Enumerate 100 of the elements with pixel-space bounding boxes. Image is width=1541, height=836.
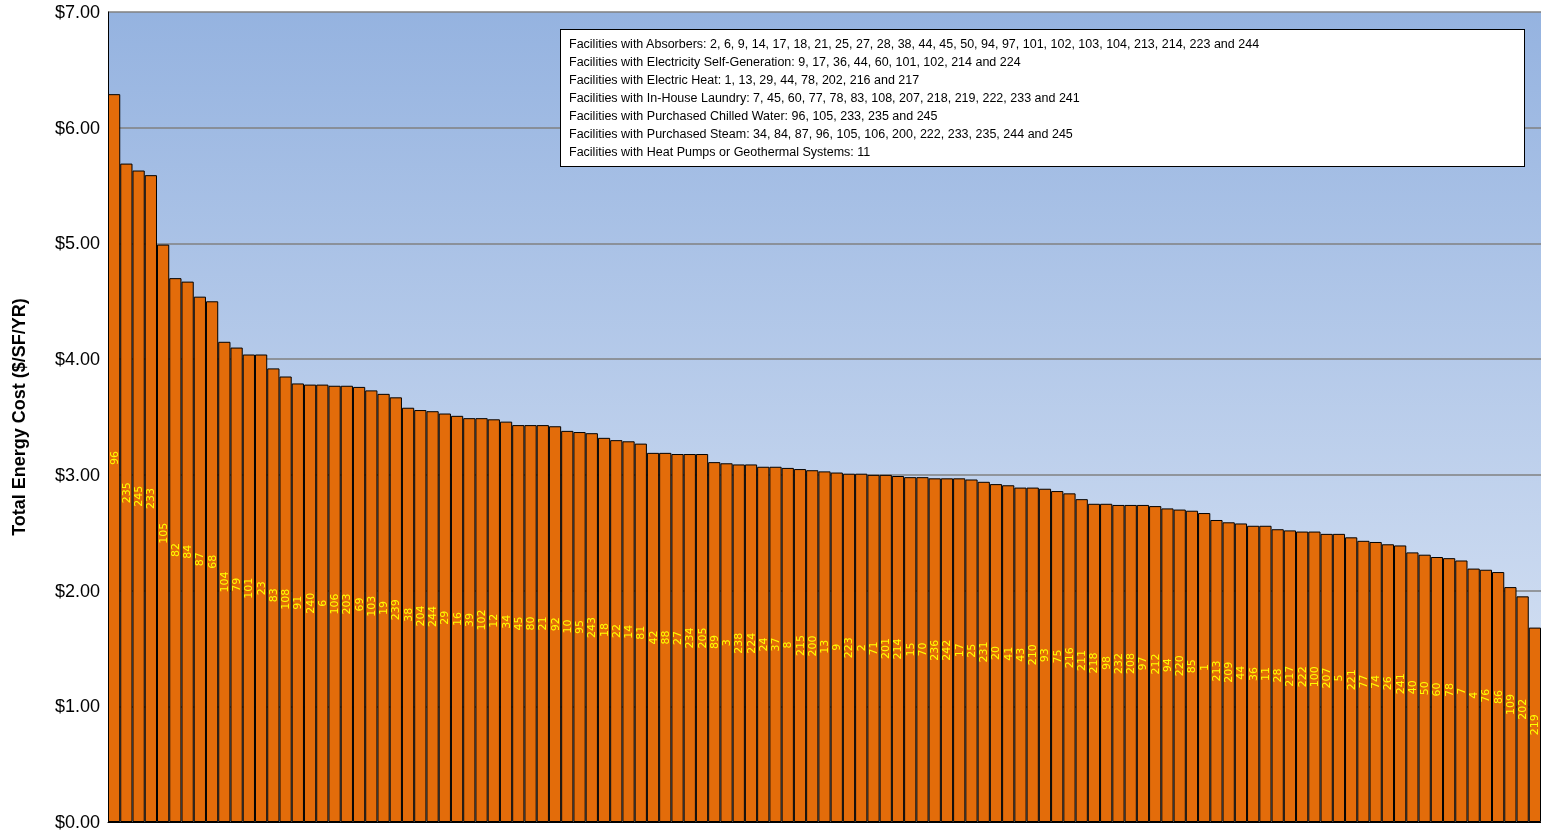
x-tick-label: 12 (487, 613, 501, 628)
x-tick-label: 235 (119, 482, 133, 504)
x-tick-label: 221 (1344, 669, 1358, 691)
x-tick-label: 5 (1332, 674, 1346, 682)
x-tick-label: 208 (1124, 652, 1138, 674)
y-tick-label: $2.00 (54, 580, 100, 601)
x-tick-label: 26 (1381, 676, 1395, 691)
annotation: Facilities with Purchased Steam: 34, 84, 87, 96, 105, 106, 200, 222, 233, 235, 244 and 245 (569, 126, 1074, 143)
y-axis-title: Total Energy Cost ($/SF/YR) (9, 298, 29, 536)
x-tick-label: 207 (1320, 667, 1334, 689)
annotation: Facilities with Electric Heat: 1, 13, 29, 44, 78, 202, 216 and 217 (569, 72, 921, 89)
x-tick-label: 95 (573, 620, 587, 635)
x-tick-label: 77 (1356, 674, 1370, 689)
x-tick-label: 3 (720, 639, 734, 647)
x-tick-label: 215 (793, 635, 807, 657)
x-tick-label: 223 (842, 637, 856, 659)
x-tick-label: 220 (1173, 655, 1187, 677)
x-tick-label: 211 (1075, 650, 1089, 672)
x-tick-label: 40 (1405, 680, 1419, 695)
x-tick-label: 6 (315, 599, 329, 607)
x-tick-label: 2 (854, 644, 868, 652)
y-tick-label: $5.00 (54, 233, 100, 254)
annotation: Facilities with In-House Laundry: 7, 45, 60, 77, 78, 83, 108, 207, 218, 219, 222, 233 and 241 (569, 90, 1081, 107)
x-tick-label: 97 (1136, 656, 1150, 671)
x-tick-label: 241 (1393, 673, 1407, 695)
y-tick-label: $1.00 (54, 696, 100, 717)
x-tick-label: 29 (438, 610, 452, 625)
x-tick-label: 17 (952, 643, 966, 658)
x-tick-label: 28 (1271, 668, 1285, 683)
x-tick-label: 21 (536, 616, 550, 631)
x-tick-label: 22 (609, 624, 623, 639)
x-tick-label: 245 (132, 485, 146, 507)
x-tick-label: 103 (364, 595, 378, 617)
x-tick-label: 44 (1234, 665, 1248, 680)
x-tick-label: 9 (830, 643, 844, 651)
x-tick-label: 232 (1111, 652, 1125, 674)
x-tick-label: 98 (1099, 655, 1113, 670)
x-tick-label: 81 (634, 625, 648, 640)
x-tick-label: 75 (1050, 649, 1064, 664)
x-tick-label: 242 (940, 639, 954, 661)
x-tick-label: 108 (279, 588, 293, 610)
x-tick-label: 80 (524, 616, 538, 631)
x-tick-label: 37 (769, 637, 783, 652)
x-tick-label: 71 (866, 641, 880, 656)
x-tick-label: 213 (1209, 660, 1223, 682)
x-tick-label: 238 (732, 632, 746, 654)
x-tick-label: 69 (352, 597, 366, 612)
x-tick-label: 78 (1442, 683, 1456, 698)
x-tick-label: 42 (646, 630, 660, 645)
x-tick-label: 218 (1087, 652, 1101, 674)
x-tick-label: 89 (707, 635, 721, 650)
x-tick-label: 94 (1160, 658, 1174, 673)
x-tick-label: 1 (1197, 664, 1211, 672)
x-tick-label: 82 (168, 543, 182, 558)
x-tick-label: 214 (891, 638, 905, 660)
x-tick-label: 13 (818, 639, 831, 654)
annotation: Facilities with Electricity Self-Generation: 9, 17, 36, 44, 60, 101, 102, 214 and 224 (569, 54, 1022, 71)
x-tick-label: 217 (1283, 665, 1297, 687)
x-tick-label: 93 (1038, 648, 1052, 663)
x-tick-label: 14 (622, 624, 636, 639)
y-tick-label: $6.00 (54, 117, 100, 138)
x-tick-label: 109 (1503, 694, 1517, 716)
x-tick-label: 105 (156, 522, 170, 544)
x-tick-label: 41 (1001, 646, 1015, 661)
x-tick-label: 239 (389, 599, 403, 621)
x-tick-label: 11 (1258, 666, 1272, 681)
x-tick-label: 202 (1516, 698, 1530, 720)
x-tick-label: 91 (291, 595, 305, 610)
x-tick-label: 25 (964, 643, 978, 658)
x-tick-label: 16 (450, 611, 464, 626)
x-tick-label: 20 (989, 646, 1003, 661)
y-tick-label: $4.00 (54, 349, 100, 370)
x-tick-label: 39 (462, 613, 476, 628)
x-tick-label: 8 (781, 641, 795, 649)
x-tick-label: 204 (413, 605, 427, 627)
x-tick-label: 7 (1454, 687, 1468, 695)
x-tick-label: 27 (671, 631, 685, 646)
x-tick-label: 222 (1295, 666, 1309, 688)
annotation: Facilities with Heat Pumps or Geothermal Systems: 11 (569, 144, 872, 161)
x-tick-label: 85 (1185, 659, 1199, 674)
x-tick-label: 23 (254, 581, 268, 596)
x-tick-label: 210 (1026, 644, 1040, 666)
x-tick-label: 100 (1307, 666, 1321, 688)
x-tick-label: 216 (1062, 647, 1076, 669)
x-tick-label: 240 (303, 592, 317, 614)
x-tick-label: 86 (1491, 690, 1505, 705)
x-tick-label: 18 (597, 622, 611, 637)
x-tick-label: 104 (217, 571, 231, 593)
x-tick-label: 96 (107, 451, 121, 466)
x-tick-label: 10 (560, 619, 574, 634)
x-tick-label: 200 (805, 635, 819, 657)
x-tick-label: 34 (499, 614, 513, 629)
x-tick-label: 38 (401, 607, 415, 622)
x-tick-label: 74 (1369, 674, 1383, 689)
x-tick-label: 231 (977, 641, 991, 663)
x-tick-label: 234 (683, 627, 697, 649)
x-tick-label: 203 (340, 593, 354, 615)
x-tick-label: 36 (1246, 666, 1260, 681)
x-tick-label: 83 (266, 588, 280, 603)
x-tick-label: 88 (658, 630, 672, 645)
